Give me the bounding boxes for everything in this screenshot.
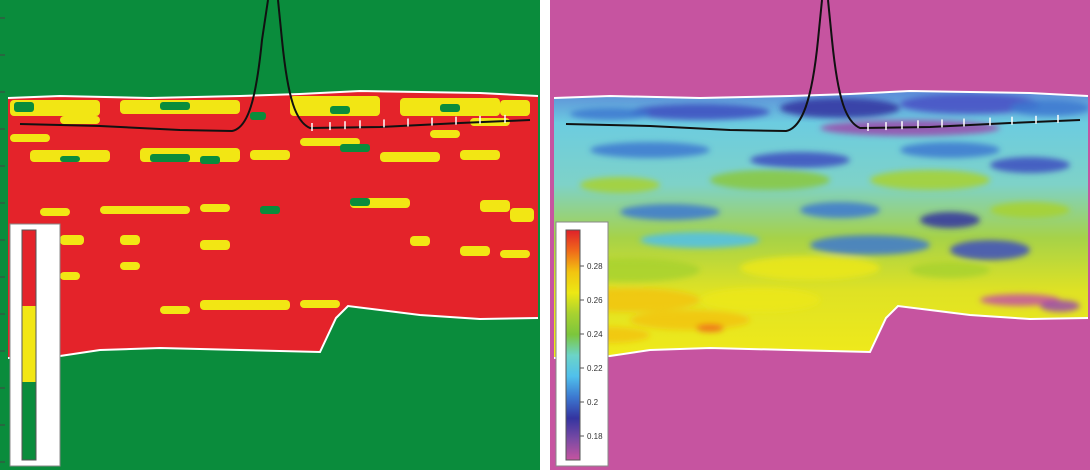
property-variation-patches [560, 94, 1088, 343]
yellow-patch [410, 236, 430, 246]
yellow-patch [200, 240, 230, 250]
property-patch [990, 202, 1070, 218]
colorbar-ticks: 0.28 0.26 0.24 0.22 0.2 0.18 [580, 262, 603, 441]
depth-axis-ticks [0, 17, 5, 463]
yellow-patch [120, 262, 140, 270]
property-section-panel: 0.28 0.26 0.24 0.22 0.2 0.18 [550, 0, 1090, 470]
colorbar-tick-label: 0.18 [587, 432, 603, 441]
property-patch [750, 152, 850, 168]
green-patch [350, 198, 370, 206]
yellow-patch [120, 235, 140, 245]
property-patch [870, 170, 990, 190]
property-patch [630, 310, 750, 330]
green-patch [330, 106, 350, 114]
green-patch [14, 102, 34, 112]
yellow-patch [40, 208, 70, 216]
property-patch [800, 202, 880, 218]
property-patch [980, 294, 1060, 306]
property-patch [910, 262, 990, 278]
green-patch [260, 206, 280, 214]
colorbar-legend: 0.28 0.26 0.24 0.22 0.2 0.18 [555, 221, 609, 467]
yellow-patch [460, 150, 500, 160]
yellow-patch [200, 300, 290, 310]
property-patch [1010, 100, 1088, 116]
property-patch [810, 235, 930, 255]
colorbar-tick-label: 0.26 [587, 296, 603, 305]
legend-class-green [22, 382, 36, 460]
colorbar-tick-label: 0.2 [587, 398, 599, 407]
colorbar-frame [555, 221, 609, 467]
legend-bar-border [21, 229, 37, 461]
property-patch [900, 94, 1040, 114]
property-patch [630, 104, 770, 120]
yellow-patch [60, 235, 84, 245]
legend-class-yellow [22, 306, 36, 382]
green-patch [150, 154, 190, 162]
property-patch [620, 204, 720, 220]
classification-section-image [0, 0, 540, 470]
property-patch [920, 212, 980, 228]
colorbar [565, 229, 581, 461]
green-patch [340, 144, 370, 152]
property-patch [990, 157, 1070, 173]
yellow-patch [430, 130, 460, 138]
property-patch [740, 256, 880, 280]
green-patch [200, 156, 220, 164]
reservoir-outline [7, 89, 539, 359]
yellow-patch [160, 306, 190, 314]
property-patch [580, 177, 660, 193]
property-patch [700, 288, 820, 312]
well-ticks [311, 114, 506, 131]
yellow-patch [510, 208, 534, 222]
property-patch [780, 98, 900, 118]
well-ticks [867, 114, 1059, 131]
colorbar-tick-label: 0.28 [587, 262, 603, 271]
property-section-image: 0.28 0.26 0.24 0.22 0.2 0.18 [550, 0, 1090, 470]
yellow-patch [60, 272, 80, 280]
green-patch [250, 112, 266, 120]
green-patch [160, 102, 190, 110]
yellow-patch [480, 200, 510, 212]
green-patch [60, 156, 80, 162]
legend-class-red [22, 230, 36, 306]
green-class-patches [14, 102, 460, 214]
yellow-patch [60, 116, 100, 124]
yellow-patch [250, 150, 290, 160]
yellow-patch [200, 204, 230, 212]
colorbar-tick-label: 0.24 [587, 330, 603, 339]
property-patch [900, 142, 1000, 158]
yellow-patch [500, 250, 530, 258]
reservoir-outline [553, 89, 1089, 359]
yellow-patch [500, 100, 530, 116]
property-patch [950, 240, 1030, 260]
class-legend [9, 223, 61, 467]
yellow-patch [10, 134, 50, 142]
property-patch [640, 232, 760, 248]
yellow-patch [100, 206, 190, 214]
well-trajectory [565, 0, 1081, 133]
yellow-patch [380, 152, 440, 162]
well-trajectory [19, 0, 531, 133]
property-patch [710, 170, 830, 190]
classification-section-panel [0, 0, 540, 470]
property-patch [1040, 300, 1080, 312]
property-patch [590, 142, 710, 158]
property-patch [570, 108, 650, 120]
yellow-patch [300, 300, 340, 308]
yellow-patch [460, 246, 490, 256]
property-patch [696, 324, 724, 332]
colorbar-tick-label: 0.22 [587, 364, 603, 373]
green-patch [440, 104, 460, 112]
